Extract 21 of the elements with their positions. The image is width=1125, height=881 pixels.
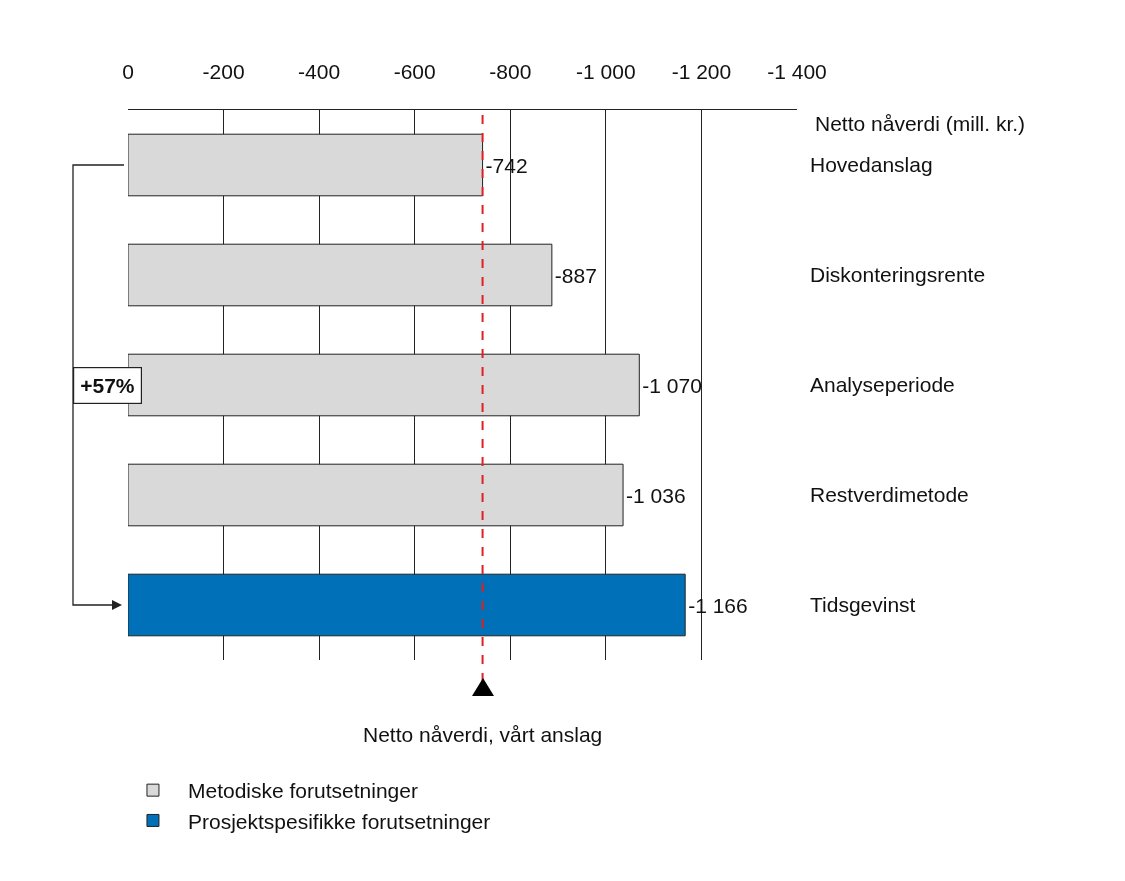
x-axis-title: Netto nåverdi (mill. kr.) bbox=[815, 112, 1026, 135]
y-tick-label: Tidsgevinst bbox=[810, 593, 916, 617]
legend-label: Metodiske forutsetninger bbox=[187, 779, 418, 803]
y-tick-label: Analyseperiode bbox=[810, 373, 955, 397]
data-label: -1 036 bbox=[626, 483, 686, 507]
x-tick-label: -800 bbox=[489, 59, 532, 83]
y-tick-label: Diskonteringsrente bbox=[810, 263, 986, 287]
y-tick-label: Hovedanslag bbox=[810, 153, 933, 177]
x-tick-label: -200 bbox=[202, 59, 245, 83]
ref-line-label: Netto nåverdi, vårt anslag bbox=[363, 723, 603, 746]
x-tick-label: -1 000 bbox=[576, 59, 636, 83]
x-tick-label: -600 bbox=[393, 59, 436, 83]
x-tick-label: -400 bbox=[298, 59, 341, 83]
annotation: +57% bbox=[80, 374, 135, 398]
x-tick-label: 0 bbox=[122, 59, 134, 83]
y-tick-label: Restverdimetode bbox=[810, 483, 969, 507]
data-label: -887 bbox=[554, 263, 597, 287]
x-tick-label: -1 200 bbox=[671, 59, 732, 83]
data-label: -1 070 bbox=[642, 373, 702, 397]
legend-label: Prosjektspesifikke forutsetninger bbox=[187, 809, 491, 833]
x-tick-label: -1 400 bbox=[767, 59, 827, 83]
